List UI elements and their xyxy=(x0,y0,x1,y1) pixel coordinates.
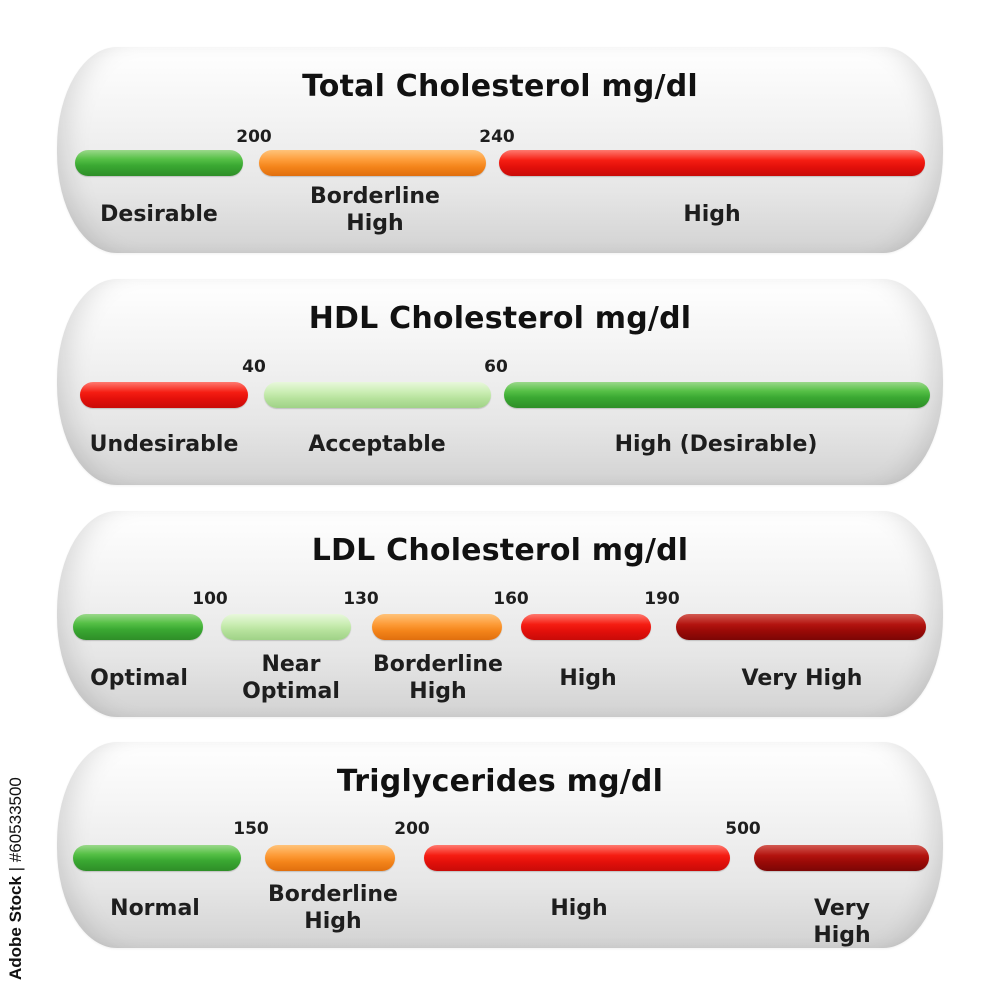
watermark-id: #60533500 xyxy=(6,777,25,863)
tick-label: 150 xyxy=(233,819,269,839)
range-label: Desirable xyxy=(100,202,218,227)
range-label: Very High xyxy=(741,666,863,691)
tick-label: 130 xyxy=(343,589,379,609)
tick-label: 500 xyxy=(725,819,761,839)
tick-label: 60 xyxy=(484,357,508,377)
range-label: Optimal xyxy=(90,666,188,691)
tick-label: 160 xyxy=(493,589,529,609)
panel-title: Total Cholesterol mg/dl xyxy=(302,69,698,104)
range-bar-borderline-high xyxy=(372,614,502,640)
range-bar-high-desirable xyxy=(504,382,930,408)
range-bar-undesirable xyxy=(80,382,248,408)
range-bar-acceptable xyxy=(264,382,491,408)
panel-title: HDL Cholesterol mg/dl xyxy=(308,301,692,336)
range-label: Near Optimal xyxy=(242,652,340,704)
range-bar-optimal xyxy=(73,614,203,640)
range-bar-very-high xyxy=(754,845,929,871)
ldl-cholesterol-panel: LDL Cholesterol mg/dl 100 130 160 190 Op… xyxy=(57,511,943,717)
adobe-stock-watermark: Adobe Stock | #60533500 xyxy=(6,777,26,980)
range-label: High xyxy=(550,896,608,921)
tick-label: 200 xyxy=(236,127,272,147)
range-label: High (Desirable) xyxy=(614,432,818,457)
range-label: Normal xyxy=(110,896,200,921)
range-bar-borderline-high xyxy=(265,845,395,871)
tick-label: 100 xyxy=(192,589,228,609)
triglycerides-panel: Triglycerides mg/dl 150 200 500 Normal B… xyxy=(57,742,943,948)
tick-label: 240 xyxy=(479,127,515,147)
range-label: Undesirable xyxy=(89,432,239,457)
range-label: High xyxy=(559,666,617,691)
range-label: High xyxy=(683,202,741,227)
total-cholesterol-panel: Total Cholesterol mg/dl 200 240 Desirabl… xyxy=(57,47,943,253)
watermark-separator: | xyxy=(6,866,25,872)
range-bar-very-high xyxy=(676,614,926,640)
tick-label: 40 xyxy=(242,357,266,377)
panel-title: LDL Cholesterol mg/dl xyxy=(311,533,689,568)
range-bar-desirable xyxy=(75,150,243,176)
tick-label: 200 xyxy=(394,819,430,839)
range-label: Borderline High xyxy=(268,882,398,934)
range-label: Borderline High xyxy=(310,184,440,236)
range-bar-near-optimal xyxy=(221,614,351,640)
range-bar-normal xyxy=(73,845,241,871)
watermark-brand: Adobe Stock xyxy=(6,876,25,980)
range-label: Very High xyxy=(813,896,871,948)
range-label: Acceptable xyxy=(308,432,446,457)
panel-title: Triglycerides mg/dl xyxy=(336,764,664,799)
range-bar-high xyxy=(499,150,925,176)
tick-label: 190 xyxy=(644,589,680,609)
range-bar-high xyxy=(424,845,730,871)
range-bar-borderline-high xyxy=(259,150,486,176)
range-bar-high xyxy=(521,614,651,640)
hdl-cholesterol-panel: HDL Cholesterol mg/dl 40 60 Undesirable … xyxy=(57,279,943,485)
range-label: Borderline High xyxy=(373,652,503,704)
